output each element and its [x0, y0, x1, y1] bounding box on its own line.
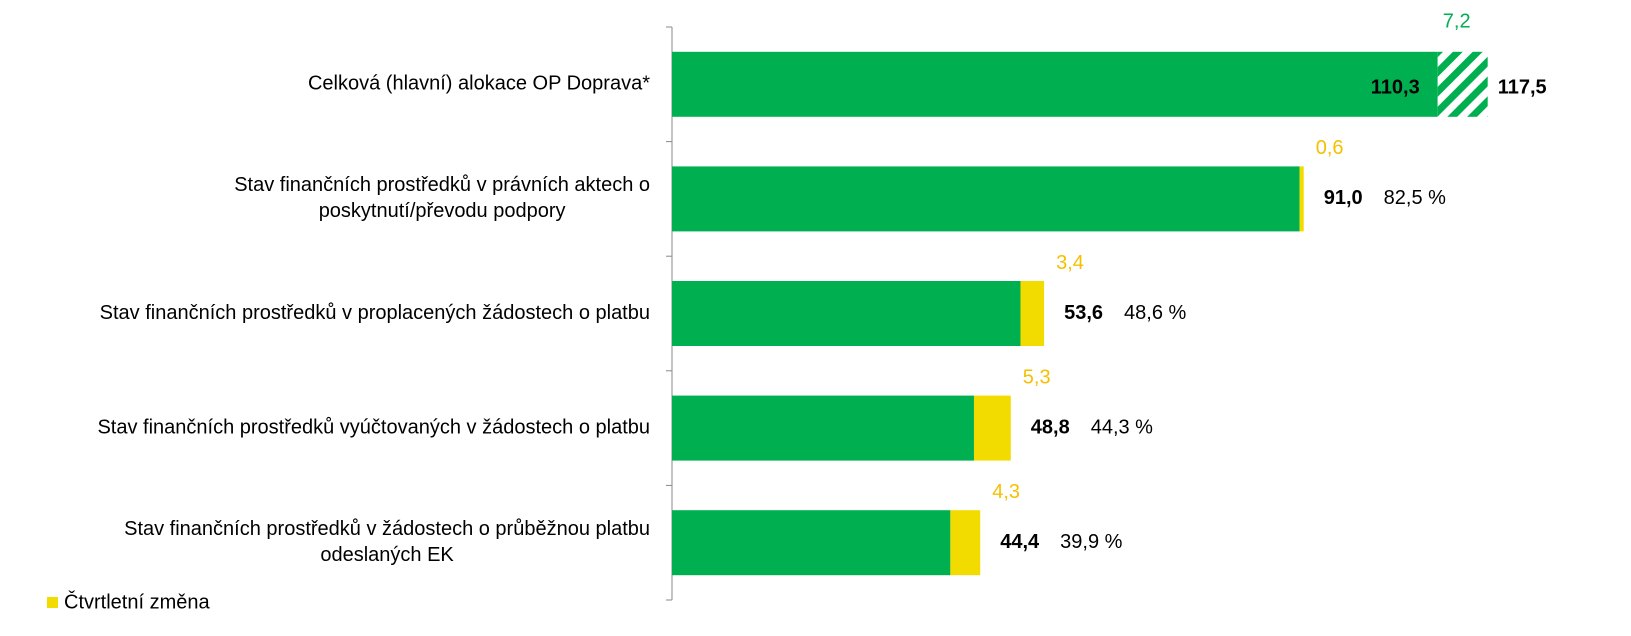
category-label: Stav finančních prostředků vyúčtovaných … [97, 416, 650, 438]
share-label: 48,6 % [1124, 302, 1186, 324]
change-label: 0,6 [1316, 137, 1344, 159]
change-label: 4,3 [992, 481, 1020, 503]
category-label: odeslaných EK [320, 544, 454, 566]
share-label: 82,5 % [1384, 187, 1446, 209]
total-label: 48,8 [1031, 416, 1070, 438]
share-label: 44,3 % [1091, 416, 1153, 438]
total-label: 53,6 [1064, 302, 1103, 324]
bar-segment [672, 51, 1438, 117]
total-label: 117,5 [1498, 77, 1547, 99]
change-label: 7,2 [1443, 11, 1471, 33]
category-label: Stav finančních prostředků v proplacenýc… [100, 302, 650, 324]
bar-segment [672, 395, 974, 461]
category-label: poskytnutí/převodu podpory [319, 200, 566, 222]
bar-segment [1437, 51, 1488, 117]
bar-segment [973, 395, 1011, 461]
bar-segment [672, 166, 1300, 232]
bar-segment [1020, 281, 1045, 346]
legend-label: Čtvrtletní změna [64, 590, 210, 613]
total-label: 91,0 [1324, 187, 1363, 209]
category-label: Stav finančních prostředků v právních ak… [234, 174, 650, 196]
bar-segment [672, 281, 1021, 346]
value-label: 110,3 [1371, 77, 1420, 99]
bar-segment [1299, 166, 1304, 232]
total-label: 44,4 [1000, 531, 1040, 553]
category-label: Celková (hlavní) alokace OP Doprava* [308, 73, 650, 95]
category-label: Stav finančních prostředků v žádostech o… [124, 518, 650, 540]
change-label: 5,3 [1023, 366, 1051, 388]
change-label: 3,4 [1056, 252, 1084, 274]
legend-swatch [47, 597, 58, 608]
share-label: 39,9 % [1060, 531, 1122, 553]
bar-segment [672, 510, 951, 576]
bar-segment [950, 510, 981, 576]
